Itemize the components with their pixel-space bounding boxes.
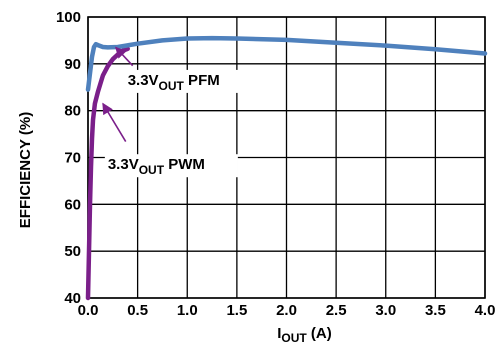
y-tick-label: 90 xyxy=(64,56,81,73)
series-label-pwm: 3.3VOUT PWM xyxy=(108,156,205,177)
x-axis-label: IOUT (A) xyxy=(277,325,332,343)
y-axis-label: EFFICIENCY (%) xyxy=(17,112,34,228)
annotation-arrow-pfm xyxy=(115,46,134,67)
tick-labels: 40 50 60 70 80 90 100 0.0 0.5 1.0 1.5 2.0 2.5 3.0 3.5 4… xyxy=(56,9,495,319)
y-tick-label: 70 xyxy=(64,150,81,167)
annotation-bg-pfm xyxy=(124,69,258,93)
y-tick-label: 80 xyxy=(64,103,81,120)
x-tick-label: 2.5 xyxy=(326,302,347,319)
y-tick-label: 60 xyxy=(64,196,81,213)
plot-frame xyxy=(87,16,486,299)
x-tick-label: 1.5 xyxy=(226,302,247,319)
grid xyxy=(87,16,486,299)
annotation-bg-pwm xyxy=(104,154,238,178)
annotation-layer: 3.3VOUT PFM 3.3VOUT PWM xyxy=(102,46,258,178)
x-tick-label: 3.5 xyxy=(425,302,446,319)
series-label-pfm: 3.3VOUT PFM xyxy=(128,72,220,93)
x-tick-label: 3.0 xyxy=(375,302,396,319)
annotation-arrow-pwm xyxy=(102,102,127,142)
x-tick-label: 2.0 xyxy=(276,302,297,319)
series-line-pfm xyxy=(85,35,488,92)
x-tick-label: 0.0 xyxy=(78,302,99,319)
y-tick-label: 40 xyxy=(64,290,81,307)
x-tick-label: 1.0 xyxy=(177,302,198,319)
y-tick-label: 50 xyxy=(64,243,81,260)
x-tick-label: 4.0 xyxy=(475,302,496,319)
y-tick-label: 100 xyxy=(56,9,81,26)
x-tick-label: 0.5 xyxy=(127,302,148,319)
